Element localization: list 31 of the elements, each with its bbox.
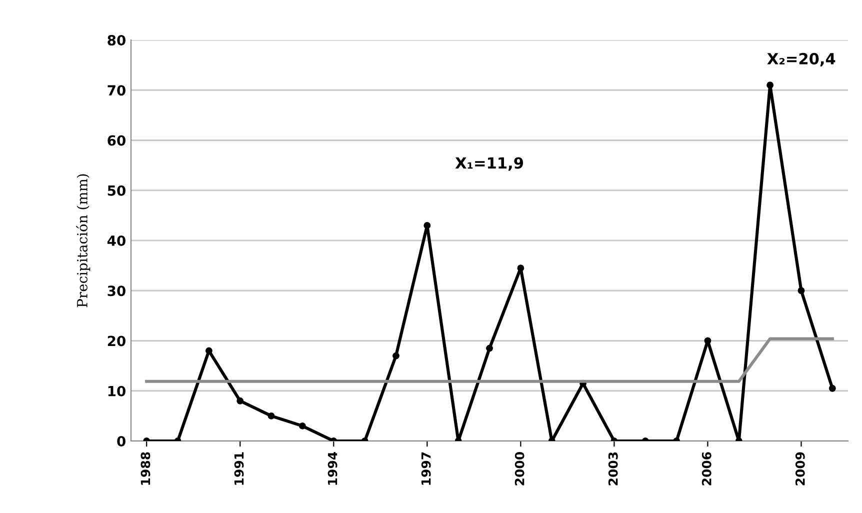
y-tick-label: 50 (108, 185, 126, 196)
point (424, 222, 431, 229)
y-tick-label: 60 (108, 135, 126, 146)
x-tick-label: 1997 (421, 452, 431, 485)
point (517, 264, 524, 272)
y-tick-label: 70 (108, 85, 126, 96)
y-tick-label: 30 (108, 286, 126, 296)
y-tick-label: 80 (108, 34, 126, 46)
y-tick-label: 10 (108, 386, 126, 396)
point (298, 422, 306, 430)
x-tick-label: 1988 (140, 452, 150, 485)
point (486, 344, 493, 352)
x-tick-label: 1994 (328, 452, 338, 485)
x-tick-label: 2009 (795, 452, 805, 486)
y-axis-title: Precipitación (mm) (76, 174, 90, 308)
point (205, 347, 212, 354)
annotation: X₂=20,4 (767, 52, 836, 66)
point (704, 337, 712, 344)
point (268, 412, 275, 420)
point (798, 287, 805, 294)
point (828, 384, 836, 392)
y-tick-label: 20 (108, 336, 126, 346)
point (236, 397, 244, 404)
y-tick-label: 0 (117, 436, 126, 446)
point (392, 352, 400, 360)
y-tick-label: 40 (107, 235, 126, 246)
x-tick-label: 1991 (234, 452, 244, 485)
x-tick-label: 2006 (702, 452, 712, 486)
annotation: X₁=11,9 (455, 157, 524, 171)
x-tick-label: 2000 (514, 452, 524, 486)
x-tick-label: 2003 (608, 452, 618, 486)
